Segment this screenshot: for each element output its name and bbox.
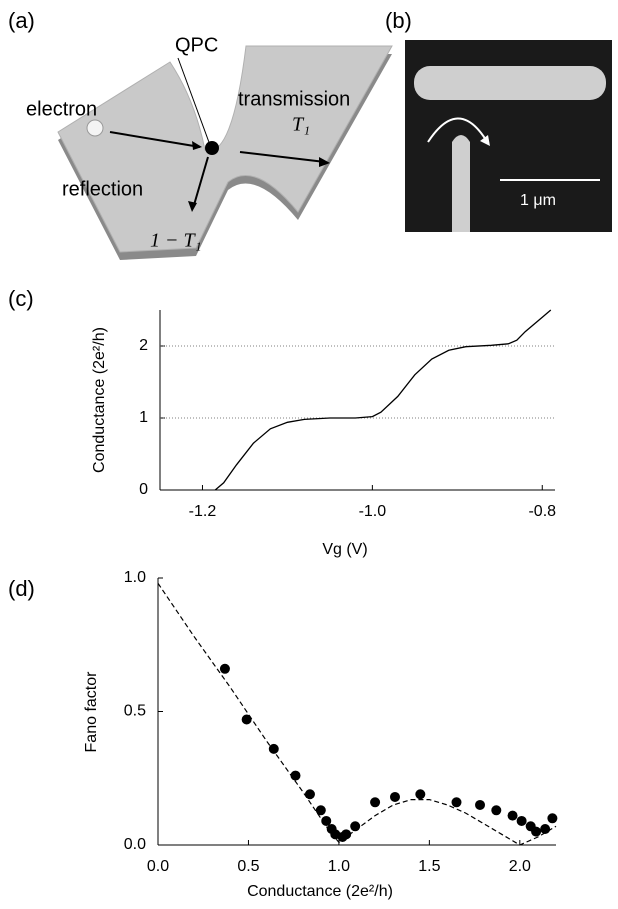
one-minus-t1-label: 1 − T₁ bbox=[150, 230, 202, 252]
x-tick-label: 1.0 bbox=[328, 858, 350, 875]
data-point bbox=[531, 826, 542, 837]
qpc-plate bbox=[57, 45, 393, 260]
data-point bbox=[341, 829, 352, 840]
x-tick-label: -1.2 bbox=[189, 503, 217, 520]
y-tick-label: 1.0 bbox=[124, 569, 146, 586]
data-point bbox=[451, 797, 462, 808]
y-tick-label: 0 bbox=[139, 481, 148, 498]
electron-label: electron bbox=[26, 98, 97, 120]
data-point bbox=[415, 789, 426, 800]
data-point bbox=[304, 789, 315, 800]
x-axis-label: Conductance (2e²/h) bbox=[247, 883, 393, 900]
y-tick-label: 2 bbox=[139, 337, 148, 354]
x-tick-label: 1.5 bbox=[418, 858, 440, 875]
transmission-label: transmission bbox=[238, 88, 350, 110]
data-point bbox=[540, 823, 551, 834]
t1-label: T₁ bbox=[292, 114, 310, 136]
sem-image bbox=[405, 40, 612, 232]
data-point bbox=[290, 770, 301, 781]
data-point bbox=[475, 799, 486, 810]
data-point bbox=[547, 813, 558, 824]
reflection-label: reflection bbox=[62, 178, 143, 200]
panel-label: (d) bbox=[8, 576, 35, 601]
y-tick-label: 0.5 bbox=[124, 703, 146, 720]
data-point bbox=[219, 663, 230, 674]
x-tick-label: 0.5 bbox=[237, 858, 259, 875]
panel-label: (a) bbox=[8, 8, 35, 33]
y-tick-label: 1 bbox=[139, 409, 148, 426]
data-point bbox=[491, 805, 502, 816]
y-tick-label: 0.0 bbox=[124, 836, 146, 853]
x-tick-label: -1.0 bbox=[359, 503, 387, 520]
data-point bbox=[507, 810, 518, 821]
data-point bbox=[315, 805, 326, 816]
y-axis-label: Conductance (2e²/h) bbox=[91, 327, 108, 473]
curve bbox=[214, 309, 552, 491]
scale-bar-label: 1 μm bbox=[520, 192, 556, 209]
panel-label: (c) bbox=[8, 286, 34, 311]
panel-label: (b) bbox=[385, 8, 412, 33]
x-tick-label: 2.0 bbox=[509, 858, 531, 875]
data-point bbox=[241, 714, 252, 725]
x-tick-label: -0.8 bbox=[528, 503, 556, 520]
data-point bbox=[389, 791, 400, 802]
qpc-label: QPC bbox=[175, 34, 218, 56]
data-point bbox=[268, 743, 279, 754]
y-axis-label: Fano factor bbox=[83, 671, 100, 753]
x-axis-label: Vg (V) bbox=[322, 541, 367, 558]
theory-line bbox=[157, 582, 557, 846]
data-point bbox=[370, 797, 381, 808]
x-tick-label: 0.0 bbox=[147, 858, 169, 875]
data-point bbox=[516, 815, 527, 826]
